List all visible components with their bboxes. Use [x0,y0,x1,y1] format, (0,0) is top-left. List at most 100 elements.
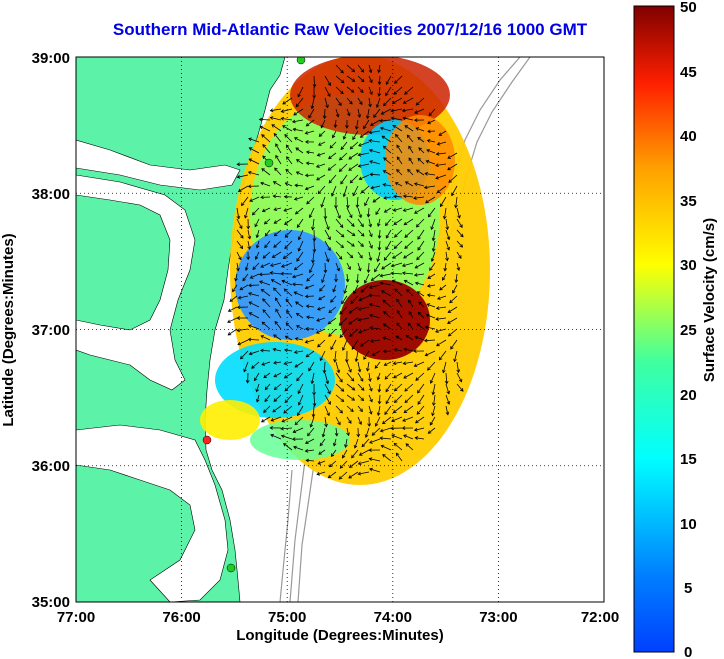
velocity-arrow [445,372,448,384]
velocity-arrow-head [456,369,461,374]
velocity-arrow [392,125,403,132]
velocity-arrow [298,229,304,240]
velocity-arrow-head [356,433,361,438]
velocity-arrow-head [322,370,327,374]
velocity-arrow [237,339,249,345]
velocity-arrow [416,97,425,106]
velocity-arrow [396,144,403,154]
velocity-arrow-head [369,160,373,164]
velocity-arrow [285,169,293,176]
velocity-arrow [335,416,341,425]
velocity-arrow-head [359,134,364,138]
velocity-arrow-head [247,246,251,250]
velocity-arrow-head [327,401,331,405]
velocity-arrow [363,350,370,360]
velocity-arrow [418,147,425,154]
velocity-arrow [368,86,373,95]
velocity-arrow [319,130,326,137]
velocity-arrow [456,207,460,219]
velocity-arrow-head [404,125,409,129]
velocity-arrow-head [242,277,246,282]
velocity-arrow [425,326,436,330]
velocity-arrow [335,207,341,219]
velocity-arrow [294,350,304,353]
velocity-arrow [456,229,464,238]
velocity-arrow [346,405,354,412]
velocity-arrow-head [260,419,265,423]
velocity-arrow-head [417,137,421,141]
velocity-arrow [393,443,403,451]
velocity-arrow [380,282,392,286]
velocity-arrow-head [269,108,274,113]
velocity-arrow-head [244,214,248,219]
velocity-arrow [283,251,293,259]
velocity-arrow-head [286,309,290,314]
velocity-arrow [324,394,331,405]
velocity-arrow [391,416,403,422]
velocity-arrow [368,262,370,273]
velocity-arrow [275,155,282,165]
colorbar-tick-label: 25 [680,322,697,339]
velocity-arrow [281,280,293,286]
velocity-arrow [403,97,414,104]
velocity-arrow-head [368,69,373,74]
velocity-arrow [451,185,458,196]
velocity-arrow-head [281,418,286,423]
velocity-arrow-head [454,204,458,209]
velocity-arrow-head [370,122,374,126]
velocity-arrow [393,361,403,365]
velocity-arrow-head [255,234,260,239]
velocity-arrow [368,251,372,261]
velocity-arrow-head [354,126,359,130]
velocity-arrow [414,427,425,431]
velocity-arrow-head [327,247,331,251]
velocity-arrow [296,171,304,176]
velocity-arrow [262,144,271,154]
velocity-arrow-head [413,363,418,367]
velocity-arrow [436,152,447,155]
velocity-arrow [339,471,348,480]
velocity-arrow-head [375,211,379,216]
velocity-arrow [317,152,326,156]
velocity-arrow-head [394,288,398,292]
velocity-arrow-head [294,421,299,426]
velocity-arrow-head [379,273,384,278]
velocity-arrow [371,185,381,189]
velocity-arrow [293,108,304,116]
velocity-arrow [357,64,364,73]
station-marker [296,57,306,65]
colorbar-tick-label: 50 [680,0,697,16]
velocity-arrow-head [297,390,302,395]
velocity-arrow [294,137,304,143]
velocity-arrow-head [264,386,269,391]
velocity-arrow [346,207,353,218]
velocity-arrow-head [367,423,372,427]
velocity-arrow-head [351,243,355,247]
x-tick-label: 77:00 [57,609,95,626]
station-marker [264,158,274,168]
velocity-arrow [456,240,463,248]
velocity-arrow-head [393,374,397,379]
velocity-arrow [367,108,370,119]
velocity-arrow [346,97,353,105]
velocity-arrow-head [336,267,340,272]
velocity-arrow [248,138,260,143]
velocity-arrow-head [407,168,411,173]
velocity-arrow-head [383,310,387,315]
velocity-arrow-head [358,330,362,334]
velocity-arrow-head [312,84,317,88]
velocity-arrow [306,273,315,282]
velocity-arrow [236,207,240,219]
velocity-arrow [403,405,414,413]
velocity-arrow [248,324,260,330]
velocity-arrow-head [262,255,267,259]
velocity-arrow-head [436,141,441,146]
velocity-arrow [384,361,392,366]
velocity-arrow-head [384,411,388,416]
velocity-arrow [445,394,450,405]
velocity-arrow-head [272,408,276,413]
velocity-arrow-head [317,461,322,465]
velocity-arrow [394,75,403,84]
velocity-arrow-head [406,134,411,139]
velocity-arrow-head [327,320,332,325]
